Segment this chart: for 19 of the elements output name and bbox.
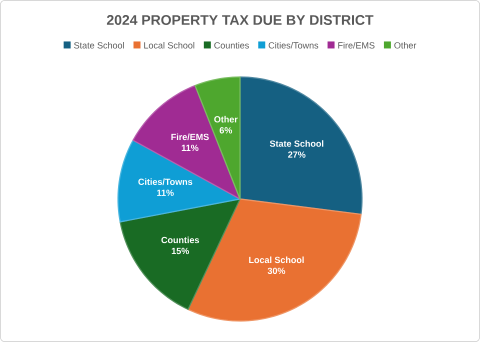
slice-label: Cities/Towns [138,178,192,186]
legend-label: Local School [144,42,194,49]
slice-label: Other [214,116,238,123]
legend-label: Cities/Towns [268,42,318,49]
legend-label: Counties [214,42,249,49]
legend-label: State School [74,42,124,49]
legend-label: Fire/EMS [338,42,375,49]
data-label: 11% [182,144,198,152]
chart-title: 2024 PROPERTY TAX DUE BY DISTRICT [106,15,374,25]
slice-label: Local School [249,256,304,264]
data-label: 11% [157,190,174,196]
data-label: 6% [220,127,232,134]
legend-label: Other [394,42,416,49]
slice-label: State School [270,140,324,147]
slice-label: Fire/EMS [171,134,209,140]
data-label: 15% [172,248,189,254]
slice-label: Counties [161,236,200,244]
data-label: 30% [268,268,286,274]
data-label: 27% [288,151,306,158]
